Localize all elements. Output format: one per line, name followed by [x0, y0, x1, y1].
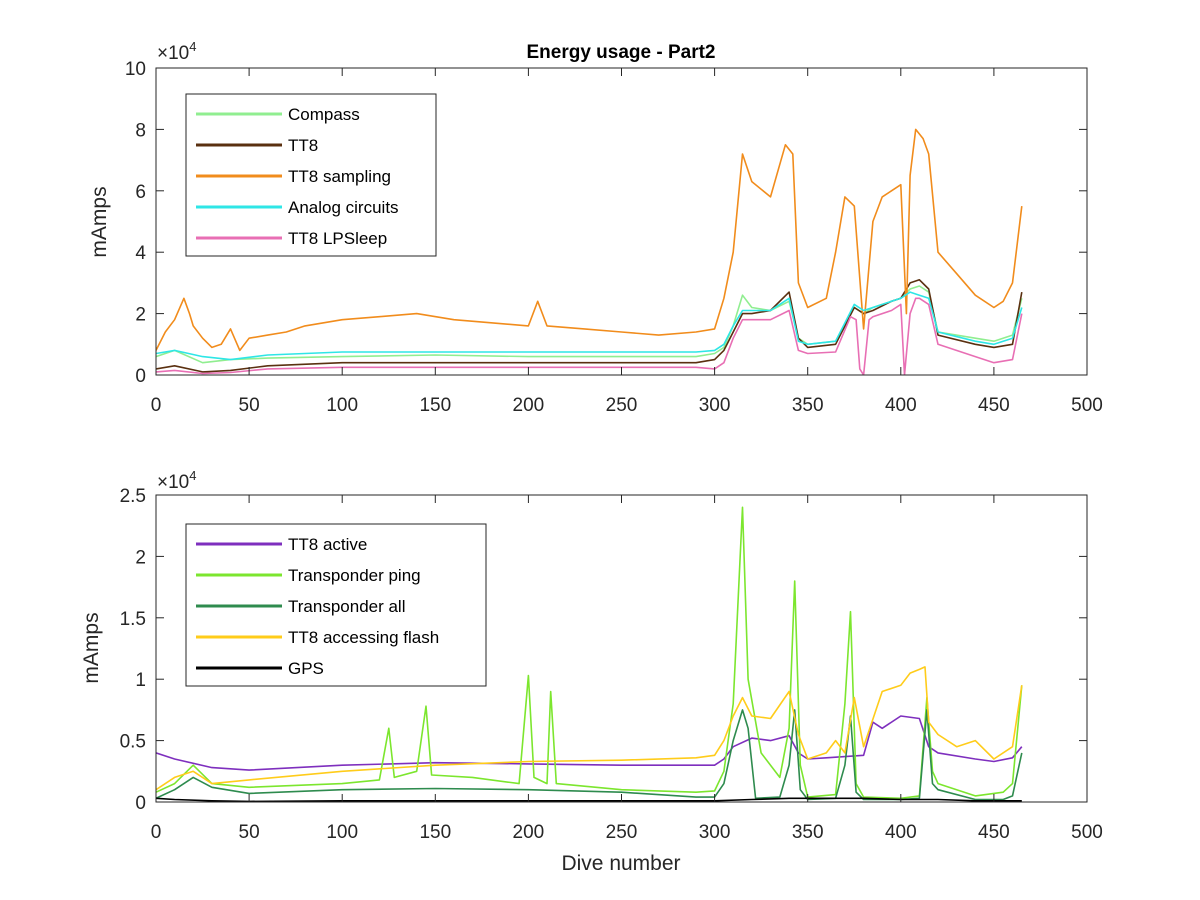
y-tick-label: 0.5: [120, 732, 146, 753]
series-line-tt8-lpsleep: [156, 297, 1023, 375]
x-tick-label: 50: [239, 822, 260, 843]
x-tick-label: 300: [699, 395, 731, 416]
x-tick-label: 100: [326, 395, 358, 416]
series-lines: [156, 128, 1023, 375]
y-tick-label: 1.5: [120, 609, 146, 630]
x-tick-label: 300: [699, 822, 731, 843]
x-tick-label: 450: [978, 822, 1010, 843]
x-tick-label: 200: [513, 822, 545, 843]
x-tick-label: 0: [151, 395, 162, 416]
y-tick-label: 0: [135, 793, 146, 814]
x-tick-label: 200: [513, 395, 545, 416]
x-tick-label: 350: [792, 395, 824, 416]
legend-label-transponder-all: Transponder all: [288, 597, 406, 616]
series-line-transponder-all: [156, 709, 1023, 801]
chart-energy-part2-bottom: ×104 mAmps Dive number 0 50 100 150 200 250 30…: [80, 468, 1103, 875]
x-tick-label: 450: [978, 395, 1010, 416]
legend-label-compass: Compass: [288, 105, 360, 124]
legend: TT8 active Transponder ping Transponder al…: [185, 523, 487, 687]
x-tick-label: 0: [151, 822, 162, 843]
series-line-tt8-sampling: [156, 128, 1023, 352]
x-tick-label: 100: [326, 822, 358, 843]
y-axis-label: mAmps: [80, 612, 103, 683]
y-tick-label: 10: [125, 59, 146, 80]
x-tick-label: 400: [885, 822, 917, 843]
x-tick-label: 500: [1071, 395, 1103, 416]
chart-title: Energy usage - Part2: [526, 42, 715, 63]
y-tick-label: 6: [135, 182, 146, 203]
x-tick-label: 150: [419, 395, 451, 416]
y-tick-label: 8: [135, 120, 146, 141]
x-axis-label: Dive number: [561, 852, 680, 875]
series-line-transponder-ping: [156, 506, 1023, 800]
legend-label-gps: GPS: [288, 659, 324, 678]
x-tick-label: 250: [606, 822, 638, 843]
y-exponent-label: ×104: [157, 39, 196, 64]
series-line-tt8-accessing-flash: [156, 666, 1023, 791]
legend-label-tt8-accessing-flash: TT8 accessing flash: [288, 628, 439, 647]
y-tick-label: 2: [135, 305, 146, 326]
series-lines: [156, 506, 1023, 802]
y-tick-label: 2: [135, 547, 146, 568]
y-axis-label: mAmps: [88, 186, 111, 257]
legend-label-analog-circuits: Analog circuits: [288, 198, 399, 217]
x-tick-label: 400: [885, 395, 917, 416]
legend-label-tt8-lpsleep: TT8 LPSleep: [288, 229, 387, 248]
legend-label-transponder-ping: Transponder ping: [288, 566, 421, 585]
series-line-analog-circuits: [156, 291, 1023, 361]
legend-label-tt8-sampling: TT8 sampling: [288, 167, 391, 186]
y-tick-label: 0: [135, 366, 146, 387]
series-line-tt8: [156, 278, 1023, 373]
x-tick-label: 150: [419, 822, 451, 843]
x-tick-label: 350: [792, 822, 824, 843]
x-tick-label: 50: [239, 395, 260, 416]
x-tick-label: 250: [606, 395, 638, 416]
x-tick-label: 500: [1071, 822, 1103, 843]
chart-energy-part2-top: Energy usage - Part2 ×104 mAmps 0 50 100 15…: [88, 39, 1103, 416]
legend-label-tt8: TT8: [288, 136, 318, 155]
y-tick-label: 4: [135, 243, 146, 264]
y-tick-label: 2.5: [120, 486, 146, 507]
y-exponent-label: ×104: [157, 468, 196, 493]
legend-label-tt8-active: TT8 active: [288, 535, 367, 554]
y-tick-label: 1: [135, 670, 146, 691]
legend: Compass TT8 TT8 sampling Analog circuits TT8…: [185, 93, 437, 257]
